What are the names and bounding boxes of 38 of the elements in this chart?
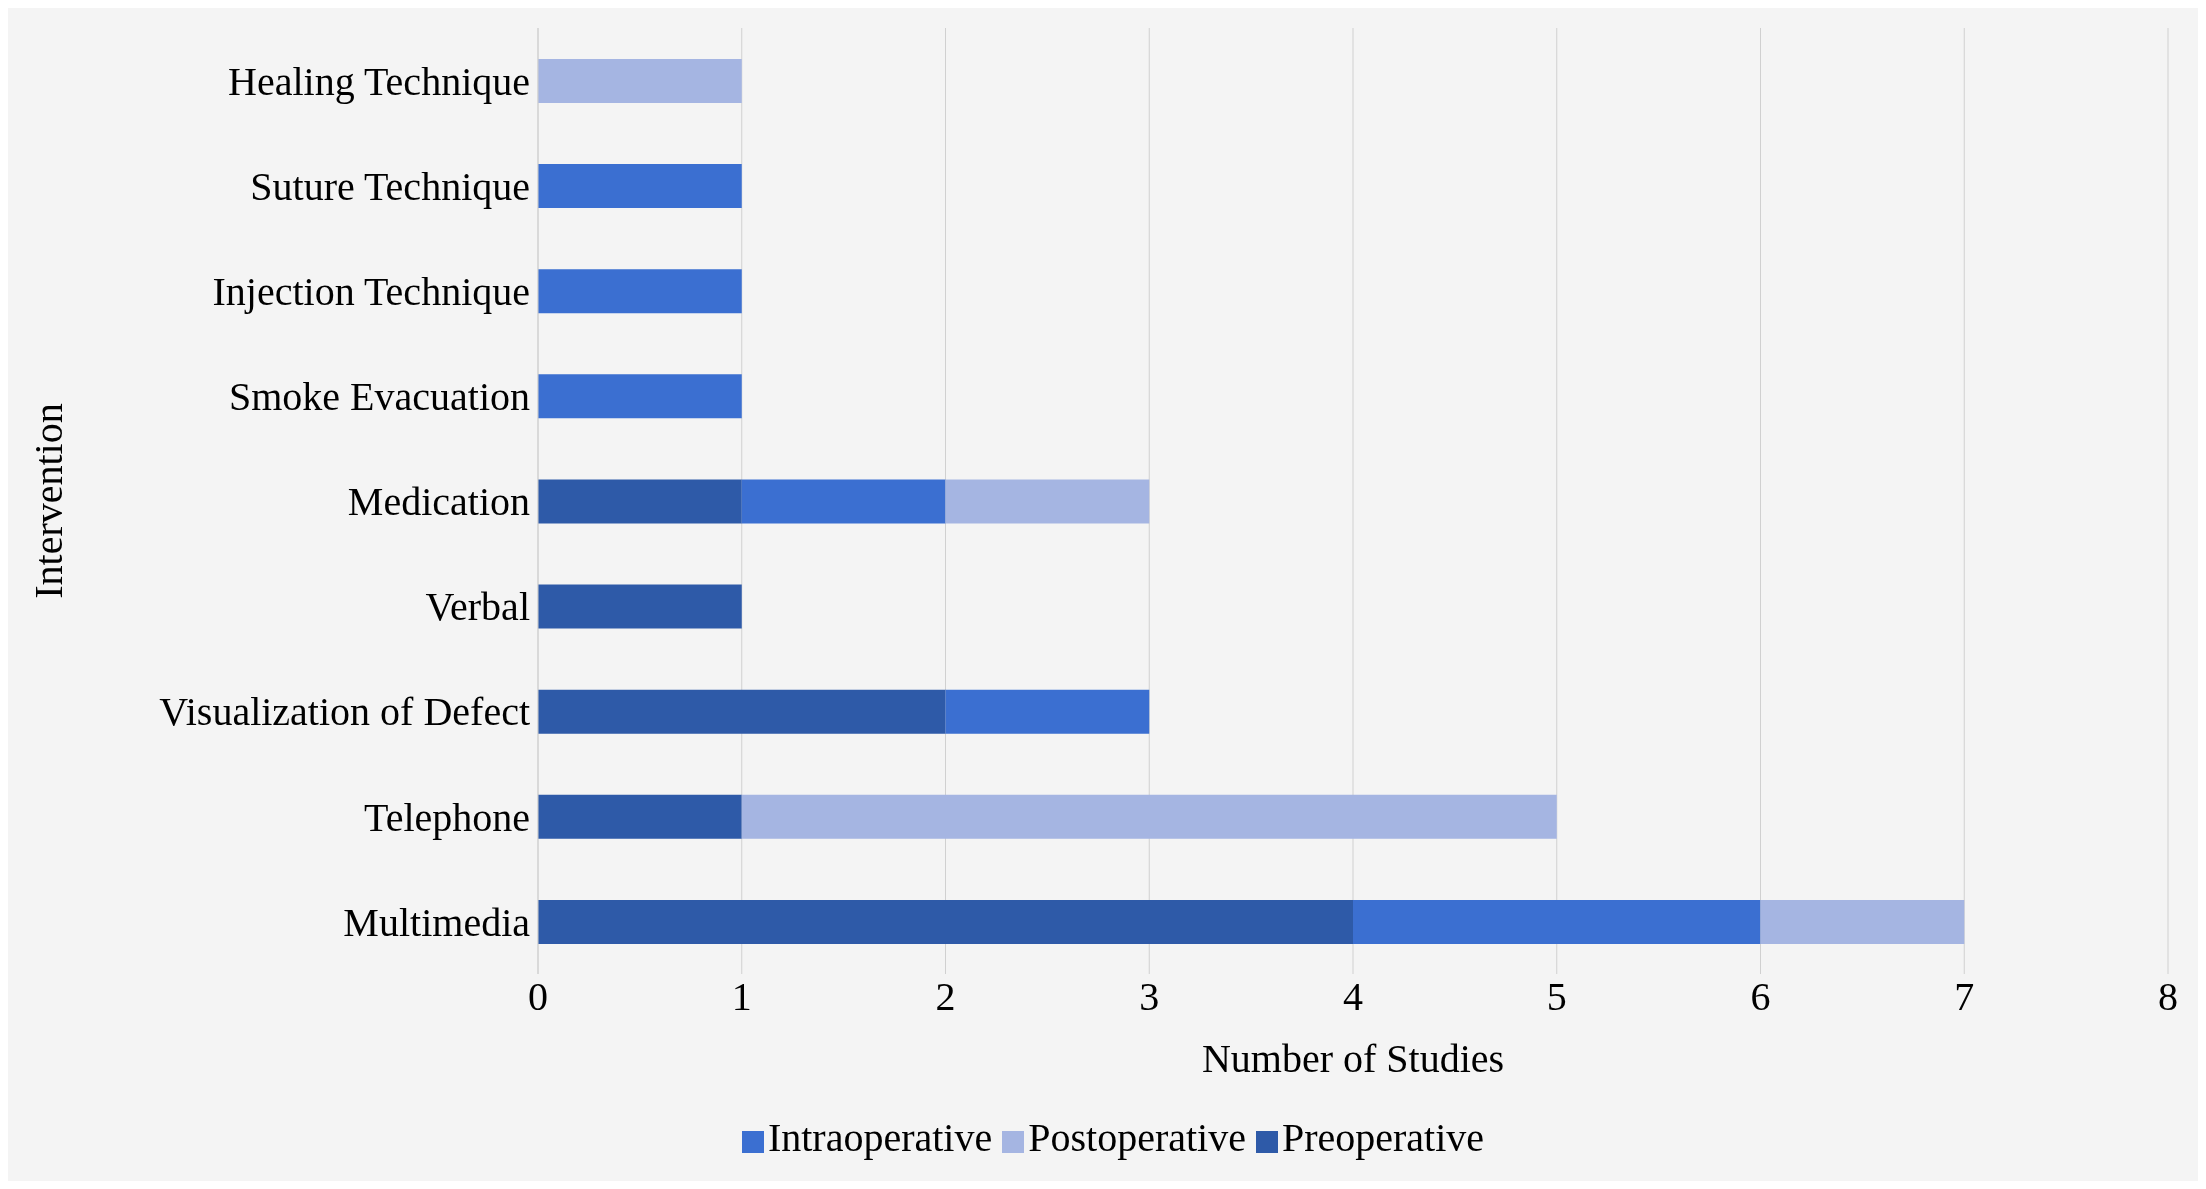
bar	[945, 479, 1150, 524]
x-tick-label: 1	[731, 974, 752, 1020]
y-tick-label: Visualization of Defect	[159, 689, 530, 735]
x-tick-label: 8	[2158, 974, 2178, 1020]
bar	[741, 794, 1557, 839]
bar	[1353, 899, 1761, 944]
y-tick-label: Healing Technique	[228, 58, 530, 104]
bar	[538, 374, 742, 419]
bar	[538, 689, 946, 734]
x-tick-label: 4	[1343, 974, 1363, 1020]
y-tick-label: Medication	[347, 479, 530, 525]
bar	[741, 479, 946, 524]
bar	[538, 584, 742, 629]
bar	[538, 794, 742, 839]
x-tick-label: 6	[1750, 974, 1771, 1020]
y-tick-label: Smoke Evacuation	[228, 374, 530, 420]
x-tick-label: 5	[1546, 974, 1567, 1020]
y-tick-label: Telephone	[363, 794, 530, 840]
bar	[1760, 899, 1965, 944]
legend-label: Preoperative	[1281, 1115, 1485, 1160]
bar	[945, 689, 1150, 734]
legend-label: Intraoperative	[767, 1115, 993, 1160]
y-tick-label: Injection Technique	[212, 268, 530, 314]
x-tick-label: 3	[1139, 974, 1160, 1020]
y-tick-label: Verbal	[425, 584, 530, 630]
y-tick-label: Suture Technique	[250, 163, 530, 209]
x-tick-label: 0	[528, 974, 548, 1020]
y-tick-label: Multimedia	[343, 899, 531, 945]
x-axis-title: Number of Studies	[1201, 1036, 1505, 1082]
x-tick-label: 7	[1954, 974, 1975, 1020]
y-axis-title: Intervention	[26, 403, 72, 599]
bar	[538, 59, 742, 103]
legend-label: Postoperative	[1028, 1115, 1246, 1160]
bar	[538, 269, 742, 314]
bar	[538, 164, 742, 209]
bar	[538, 479, 742, 524]
bar	[538, 899, 1353, 944]
x-tick-label: 2	[935, 974, 956, 1020]
